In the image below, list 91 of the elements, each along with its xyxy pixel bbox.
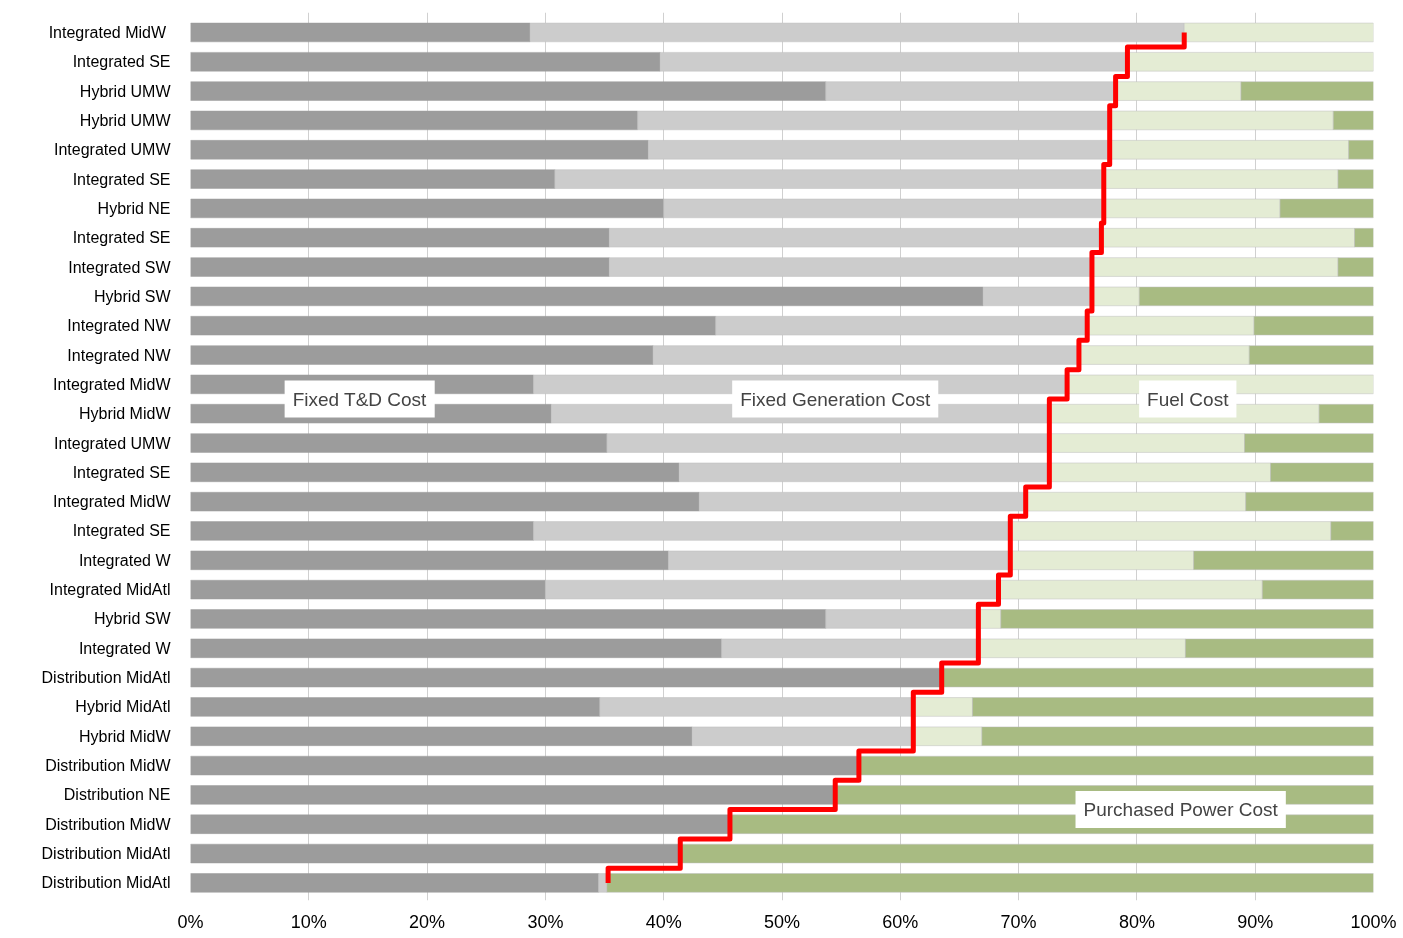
y-tick-label: Integrated UMW: [54, 141, 172, 159]
bar: [190, 521, 534, 541]
y-tick-label: Distribution NE: [63, 786, 171, 804]
y-tick-label: Hybrid UMW: [79, 111, 172, 129]
bar: [190, 697, 601, 717]
bar: [190, 638, 722, 658]
y-tick-label: Integrated SE: [72, 522, 171, 540]
series-label: Fuel Cost: [1147, 388, 1230, 410]
y-tick-label: Integrated NW: [67, 346, 172, 364]
bar: [825, 81, 1116, 101]
bar: [190, 726, 693, 746]
bar: [858, 755, 1374, 776]
y-tick-label: Integrated MidW: [53, 375, 172, 393]
x-tick-label: 30%: [527, 911, 564, 932]
bar: [941, 667, 1374, 688]
bar: [190, 433, 608, 453]
bar: [533, 521, 1011, 541]
x-tick-label: 60%: [882, 911, 919, 932]
bar: [680, 843, 1374, 864]
series-label: Fixed Generation Cost: [740, 388, 931, 410]
y-tick-label: Integrated W: [78, 639, 172, 657]
bar: [190, 667, 942, 688]
bar: [1127, 52, 1374, 72]
bar: [190, 316, 716, 336]
bar: [190, 140, 649, 160]
y-tick-label: Integrated SE: [72, 170, 171, 188]
x-tick-label: 70%: [1000, 911, 1037, 932]
bar: [721, 638, 979, 658]
x-tick-label: 90%: [1237, 911, 1274, 932]
y-tick-label: Hybrid SW: [94, 610, 172, 628]
bar: [190, 609, 827, 629]
bar: [691, 726, 914, 746]
y-tick-label: Distribution MidW: [45, 757, 172, 775]
bar: [190, 169, 556, 189]
bar: [190, 492, 700, 512]
x-tick-label: 20%: [409, 911, 446, 932]
bar: [190, 52, 661, 72]
bar: [190, 228, 610, 248]
bar: [678, 462, 1050, 482]
y-tick-label: Integrated SW: [68, 258, 172, 276]
y-tick-label: Distribution MidAtl: [41, 669, 171, 687]
y-tick-label: Hybrid MidW: [78, 727, 172, 745]
x-tick-label: 40%: [645, 911, 682, 932]
y-tick-label: Distribution MidW: [45, 815, 172, 833]
x-tick-label: 0%: [177, 911, 204, 932]
bar: [190, 462, 680, 482]
y-tick-label: Integrated SE: [72, 463, 171, 481]
bar: [190, 286, 984, 307]
series-label: Fixed T&D Cost: [292, 388, 428, 410]
y-tick-label: Integrated MidW: [48, 23, 167, 41]
bar: [715, 316, 1088, 336]
bar: [190, 550, 669, 570]
bar: [659, 52, 1128, 72]
bar: [190, 785, 836, 805]
bar: [698, 492, 1026, 512]
bar: [637, 110, 1110, 131]
bar: [668, 550, 1011, 570]
y-tick-label: Integrated MidW: [53, 493, 172, 511]
x-tick-label: 100%: [1350, 911, 1397, 932]
y-tick-label: Distribution MidAtl: [41, 845, 171, 863]
y-tick-label: Distribution MidAtl: [41, 874, 171, 892]
x-tick-label: 80%: [1118, 911, 1155, 932]
y-tick-label: Hybrid NE: [97, 199, 171, 217]
y-tick-label: Hybrid UMW: [79, 82, 172, 100]
y-tick-label: Integrated SE: [72, 53, 171, 71]
bar: [190, 22, 531, 43]
bar: [190, 843, 681, 864]
bar: [599, 697, 914, 717]
bar: [825, 609, 979, 629]
y-tick-label: Integrated NW: [67, 317, 172, 335]
bar: [648, 140, 1110, 160]
y-tick-label: Integrated MidAtl: [49, 581, 171, 599]
bar: [190, 257, 610, 277]
y-tick-label: Hybrid MidAtl: [75, 698, 171, 716]
bar: [190, 580, 546, 600]
y-tick-label: Integrated SE: [72, 229, 171, 247]
series-label: Purchased Power Cost: [1083, 799, 1279, 821]
bar: [545, 580, 999, 600]
x-tick-label: 50%: [763, 911, 801, 932]
bar: [609, 228, 1102, 248]
y-tick-label: Integrated W: [78, 551, 172, 569]
bar: [606, 433, 1050, 453]
y-tick-label: Integrated UMW: [54, 434, 172, 452]
bar: [190, 81, 827, 101]
bar: [190, 198, 664, 219]
bar: [190, 873, 599, 893]
y-tick-label: Hybrid SW: [94, 287, 172, 305]
y-tick-label: Hybrid MidW: [78, 405, 172, 423]
bar: [190, 345, 654, 365]
bar: [190, 110, 638, 131]
x-tick-label: 10%: [290, 911, 327, 932]
